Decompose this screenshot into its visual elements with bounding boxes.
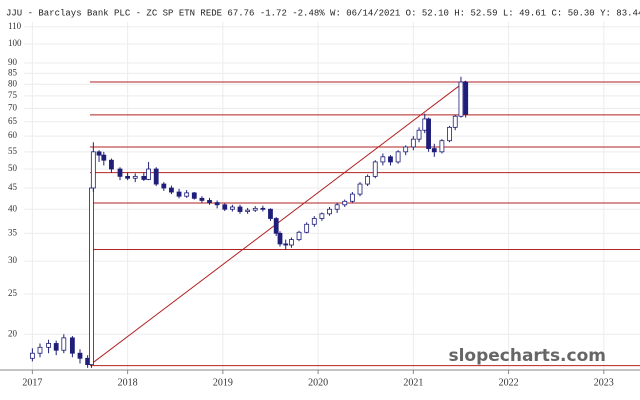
candle-body — [214, 202, 220, 206]
y-tick-label: 110 — [8, 21, 22, 31]
candle-body — [349, 193, 355, 202]
y-tick-label: 70 — [8, 102, 18, 112]
candle-body — [334, 204, 340, 210]
chart-title: JJU - Barclays Bank PLC - ZC SP ETN REDE… — [6, 8, 640, 18]
candle-body — [245, 209, 251, 212]
y-tick-label: 60 — [8, 130, 18, 140]
candle-body — [304, 223, 310, 233]
candle-body — [237, 206, 243, 212]
x-tick-label: 2021 — [403, 377, 423, 388]
candle-body — [431, 148, 437, 153]
y-tick-label: 20 — [8, 328, 18, 338]
candle-body — [141, 175, 147, 180]
candle-body — [109, 159, 114, 170]
candle-body — [296, 231, 302, 241]
candle-body — [85, 357, 91, 365]
y-tick-label: 90 — [8, 57, 18, 67]
candle-body — [426, 118, 431, 149]
candle-body — [452, 115, 458, 128]
x-tick-label: 2022 — [499, 377, 519, 388]
candle-body — [273, 218, 279, 234]
x-tick-label: 2019 — [213, 377, 233, 388]
candle-body — [372, 161, 378, 177]
candle-body — [89, 187, 94, 365]
candle-body — [53, 343, 59, 351]
candle-body — [176, 191, 182, 197]
candle-body — [319, 213, 325, 219]
candle-body — [365, 175, 371, 185]
x-tick-label: 2020 — [308, 377, 328, 388]
candle-body — [117, 168, 123, 177]
y-tick-label: 40 — [8, 203, 18, 213]
candle-body — [268, 208, 273, 219]
y-tick-label: 65 — [8, 116, 18, 126]
candle-body — [416, 129, 422, 140]
y-tick-label: 25 — [8, 288, 18, 298]
candle-body — [191, 192, 197, 199]
candle-body — [101, 154, 107, 161]
watermark: slopecharts.com — [448, 346, 606, 366]
candle-body — [29, 352, 35, 359]
candle-body — [410, 138, 416, 148]
x-tick-label: 2018 — [118, 377, 138, 388]
x-tick-label: 2017 — [22, 377, 42, 388]
candle-body — [327, 208, 332, 215]
candle-body — [463, 81, 469, 115]
y-tick-label: 85 — [8, 67, 18, 77]
candle-body — [422, 118, 428, 131]
y-tick-label: 50 — [8, 163, 18, 173]
candle-body — [252, 207, 258, 211]
candle-body — [90, 151, 96, 189]
candle-body — [37, 346, 43, 354]
candle-body — [395, 151, 401, 163]
candle-body — [403, 146, 409, 153]
y-tick-label: 80 — [8, 78, 18, 88]
candle-body — [61, 337, 67, 351]
candle-body — [458, 81, 464, 117]
candle-body — [69, 337, 75, 354]
candle-body — [46, 343, 51, 348]
candle-body — [380, 156, 386, 163]
candle-body — [161, 183, 167, 189]
candle-body — [439, 140, 445, 153]
candle-body — [207, 200, 212, 204]
candle-body — [169, 187, 174, 193]
candle-body — [342, 200, 348, 206]
candle-body — [199, 197, 205, 201]
y-tick-label: 100 — [8, 38, 22, 48]
candle-body — [125, 175, 131, 179]
candle-body — [447, 126, 452, 142]
candle-body — [289, 239, 294, 246]
y-tick-label: 35 — [8, 227, 18, 237]
candle-body — [357, 183, 363, 195]
candle-body — [96, 151, 102, 156]
candle-body — [283, 243, 289, 246]
candle-body — [229, 206, 235, 210]
candle-body — [388, 156, 393, 163]
candle-body — [277, 232, 283, 245]
candle-body — [153, 168, 159, 185]
y-tick-label: 30 — [8, 255, 18, 265]
y-tick-label: 55 — [8, 146, 18, 156]
candle-body — [260, 207, 266, 210]
candle-body — [77, 352, 83, 359]
candle-body — [311, 218, 317, 225]
candle-body — [222, 204, 228, 210]
y-tick-label: 45 — [8, 182, 18, 192]
x-tick-label: 2023 — [594, 377, 614, 388]
candle-body — [184, 192, 190, 197]
candle-body — [132, 175, 138, 179]
y-tick-label: 75 — [8, 90, 18, 100]
candle-body — [146, 168, 151, 180]
